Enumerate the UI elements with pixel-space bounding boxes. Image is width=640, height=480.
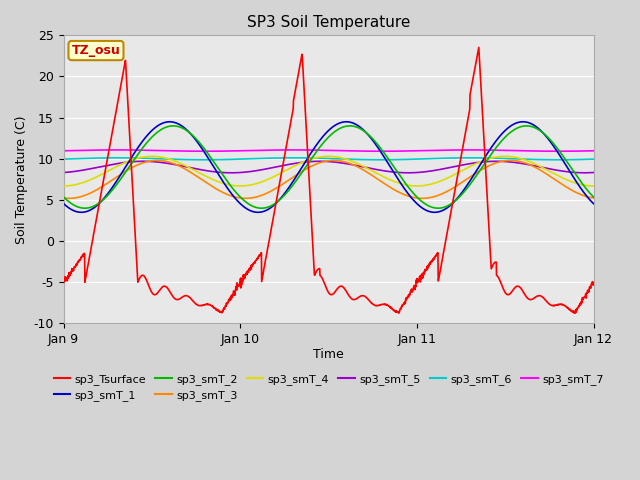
sp3_smT_4 [589, 183, 597, 189]
sp3_smT_7 [113, 147, 120, 153]
sp3_smT_7 [477, 147, 485, 153]
sp3_smT_2 [304, 161, 312, 167]
sp3_smT_1 [589, 201, 597, 206]
sp3_smT_3 [575, 191, 582, 196]
sp3_smT_6 [589, 156, 597, 162]
sp3_smT_7 [304, 147, 312, 153]
sp3_smT_3 [154, 157, 161, 163]
sp3_smT_4 [317, 154, 325, 160]
sp3_smT_4 [574, 181, 582, 187]
Text: TZ_osu: TZ_osu [72, 44, 120, 57]
sp3_smT_5 [60, 169, 67, 175]
sp3_smT_3 [477, 167, 485, 173]
sp3_smT_7 [589, 148, 597, 154]
Y-axis label: Soil Temperature (C): Soil Temperature (C) [15, 115, 28, 244]
Line: sp3_smT_7: sp3_smT_7 [63, 150, 593, 151]
sp3_smT_6 [575, 156, 582, 162]
sp3_smT_1 [575, 182, 582, 188]
sp3_smT_7 [87, 147, 95, 153]
sp3_smT_7 [318, 147, 326, 153]
sp3_smT_1 [575, 182, 582, 188]
sp3_smT_1 [317, 135, 325, 141]
sp3_smT_6 [575, 156, 582, 162]
sp3_smT_1 [477, 160, 485, 166]
sp3_smT_4 [148, 154, 156, 159]
sp3_Tsurface [477, 87, 485, 93]
Title: SP3 Soil Temperature: SP3 Soil Temperature [247, 15, 410, 30]
sp3_smT_1 [87, 207, 95, 213]
sp3_smT_5 [228, 170, 236, 176]
sp3_smT_6 [477, 155, 485, 161]
sp3_smT_5 [575, 170, 582, 176]
sp3_smT_2 [575, 176, 582, 181]
sp3_smT_5 [589, 169, 597, 175]
sp3_smT_3 [304, 165, 312, 171]
sp3_smT_6 [113, 155, 120, 161]
sp3_smT_2 [575, 176, 582, 181]
sp3_smT_5 [318, 158, 326, 164]
sp3_smT_2 [477, 166, 485, 171]
sp3_smT_7 [575, 148, 582, 154]
sp3_smT_6 [304, 155, 312, 161]
sp3_smT_2 [60, 194, 67, 200]
sp3_smT_6 [87, 156, 95, 161]
sp3_Tsurface [570, 310, 578, 316]
X-axis label: Time: Time [313, 348, 344, 360]
sp3_Tsurface [475, 45, 483, 50]
sp3_smT_6 [201, 157, 209, 163]
sp3_Tsurface [575, 304, 582, 310]
Line: sp3_smT_6: sp3_smT_6 [63, 158, 593, 160]
sp3_smT_5 [304, 159, 312, 165]
Line: sp3_smT_4: sp3_smT_4 [63, 156, 593, 186]
sp3_smT_3 [65, 195, 73, 201]
sp3_Tsurface [589, 281, 597, 287]
sp3_Tsurface [87, 248, 95, 253]
sp3_smT_7 [60, 148, 67, 154]
sp3_Tsurface [575, 304, 582, 310]
sp3_smT_5 [575, 170, 582, 176]
Legend: sp3_Tsurface, sp3_smT_1, sp3_smT_2, sp3_smT_3, sp3_smT_4, sp3_smT_5, sp3_smT_6, : sp3_Tsurface, sp3_smT_1, sp3_smT_2, sp3_… [49, 369, 608, 406]
sp3_smT_4 [477, 158, 485, 164]
Line: sp3_Tsurface: sp3_Tsurface [63, 48, 593, 313]
sp3_smT_7 [201, 148, 209, 154]
sp3_smT_2 [87, 204, 95, 210]
sp3_Tsurface [317, 274, 325, 280]
sp3_smT_4 [87, 177, 95, 182]
Line: sp3_smT_1: sp3_smT_1 [63, 122, 593, 212]
sp3_smT_6 [318, 156, 326, 161]
sp3_smT_2 [589, 194, 597, 200]
sp3_Tsurface [303, 143, 311, 149]
sp3_smT_1 [60, 201, 67, 206]
sp3_Tsurface [60, 278, 67, 284]
sp3_smT_3 [318, 159, 326, 165]
sp3_smT_7 [575, 148, 582, 154]
sp3_smT_4 [304, 157, 312, 163]
sp3_smT_6 [60, 156, 67, 162]
sp3_smT_2 [318, 142, 326, 147]
sp3_smT_4 [60, 183, 67, 189]
sp3_smT_3 [87, 190, 95, 196]
sp3_smT_2 [81, 205, 89, 211]
sp3_smT_3 [60, 195, 67, 201]
sp3_smT_4 [575, 181, 582, 187]
Line: sp3_smT_2: sp3_smT_2 [63, 126, 593, 208]
sp3_smT_1 [254, 209, 262, 215]
sp3_smT_5 [477, 159, 485, 165]
sp3_smT_3 [589, 195, 597, 201]
Line: sp3_smT_3: sp3_smT_3 [63, 160, 593, 198]
sp3_smT_3 [575, 191, 582, 196]
sp3_smT_1 [304, 156, 312, 161]
sp3_smT_5 [87, 166, 95, 171]
sp3_smT_5 [140, 158, 147, 164]
sp3_smT_1 [342, 119, 350, 125]
sp3_smT_2 [170, 123, 177, 129]
Line: sp3_smT_5: sp3_smT_5 [63, 161, 593, 173]
